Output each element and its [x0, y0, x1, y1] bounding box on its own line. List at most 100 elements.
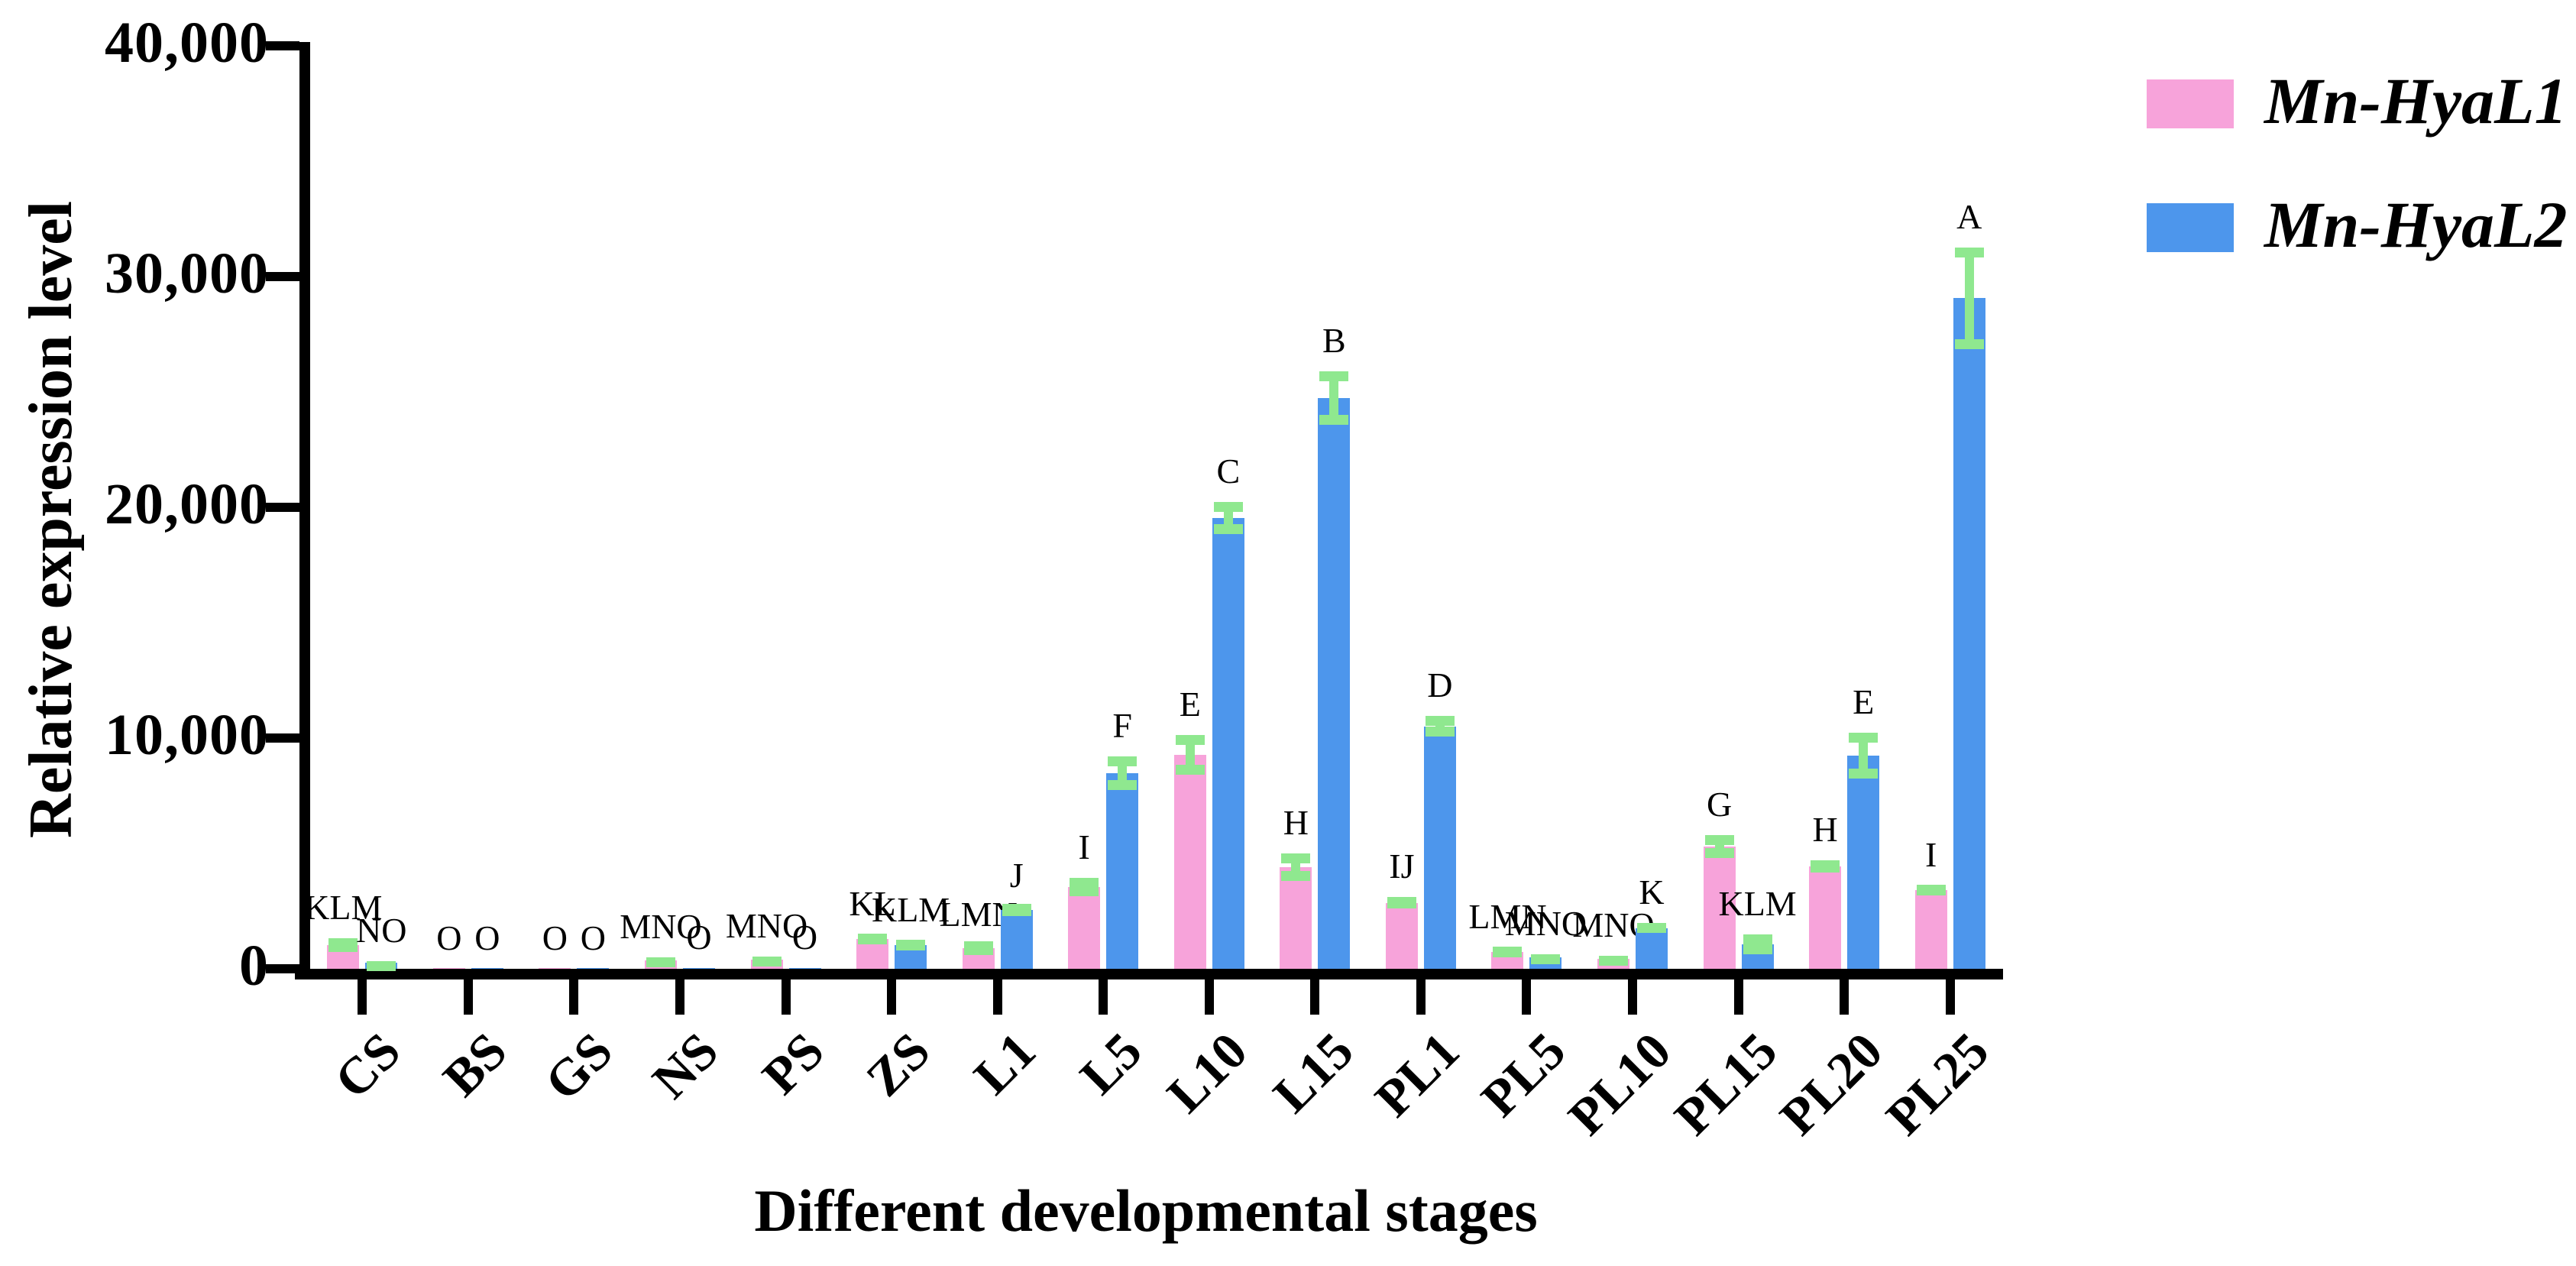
y-tick-label: 40,000	[105, 11, 269, 76]
error-bar-cap-bottom	[1108, 779, 1138, 790]
sig-letter-PL25-Mn-HyaL1: I	[1925, 834, 1937, 874]
error-bar-cap-top	[1849, 732, 1879, 743]
bar-Mn-HyaL1-PL1	[1385, 902, 1418, 969]
error-bar-cap-bottom	[1493, 946, 1523, 957]
bar-Mn-HyaL1-BS	[432, 968, 465, 969]
x-tick-label-text: L10	[1156, 1021, 1259, 1124]
bar-Mn-HyaL2-L5	[1106, 772, 1139, 969]
error-bar-cap-bottom	[1002, 904, 1031, 915]
x-tick-mark	[1416, 979, 1426, 1015]
error-bar-cap-top	[1599, 956, 1629, 966]
error-bar-cap-bottom	[1425, 727, 1455, 737]
x-tick-mark	[1628, 979, 1638, 1015]
error-bar-cap-bottom	[1213, 524, 1243, 535]
bar-Mn-HyaL1-L10	[1173, 755, 1206, 969]
sig-letter-L5-Mn-HyaL2: F	[1112, 705, 1133, 745]
x-tick-label-text: ZS	[854, 1021, 941, 1108]
sig-letter-PL15-Mn-HyaL2: KLM	[1718, 884, 1797, 923]
x-axis-title: Different developmental stages	[754, 1177, 1538, 1244]
x-tick-label-text: L1	[963, 1021, 1047, 1106]
error-bar-cap-top	[1319, 371, 1349, 382]
x-tick-label-text: PL5	[1469, 1021, 1576, 1128]
error-bar-cap-bottom	[1954, 338, 1984, 349]
error-bar-cap-top	[646, 957, 675, 967]
x-tick-mark	[1310, 979, 1320, 1015]
x-tick-mark	[1733, 979, 1743, 1015]
legend-swatch-Mn-HyaL1	[2147, 79, 2234, 128]
error-bar-line	[1859, 732, 1869, 779]
x-tick-label-text: GS	[532, 1021, 623, 1112]
x-tick-label-text: PL15	[1662, 1021, 1788, 1146]
error-bar-cap-bottom	[1916, 885, 1946, 895]
x-tick-label-text: PL20	[1769, 1021, 1894, 1146]
sig-letter-PS-Mn-HyaL2: O	[791, 918, 818, 957]
sig-letter-PL1-Mn-HyaL1: IJ	[1389, 847, 1415, 886]
error-bar-cap-top	[1108, 756, 1138, 766]
error-bar-cap-bottom	[858, 934, 888, 944]
x-axis-line	[295, 969, 2003, 979]
sig-letter-L10-Mn-HyaL1: E	[1179, 685, 1201, 724]
error-bar-cap-bottom	[963, 941, 993, 951]
x-tick-mark	[1840, 979, 1849, 1015]
sig-letter-L15-Mn-HyaL2: B	[1322, 321, 1346, 361]
legend-label-Mn-HyaL2: Mn-HyaL2	[2264, 188, 2568, 261]
error-bar-cap-bottom	[1637, 923, 1667, 934]
bar-Mn-HyaL1-L5	[1068, 886, 1101, 969]
bar-Mn-HyaL1-L15	[1280, 867, 1312, 969]
error-bar-cap-top	[1281, 853, 1311, 863]
sig-letter-L1-Mn-HyaL2: J	[1009, 855, 1024, 895]
x-tick-label-text: L15	[1261, 1021, 1364, 1124]
y-tick-mark	[266, 733, 299, 743]
error-bar-cap-bottom	[1070, 886, 1099, 896]
bar-Mn-HyaL2-PL25	[1953, 298, 1985, 969]
bar-Mn-HyaL2-L10	[1212, 517, 1244, 969]
bar-Mn-HyaL2-L15	[1318, 397, 1351, 969]
x-tick-label-text: PL1	[1364, 1021, 1471, 1128]
error-bar-cap-bottom	[1281, 871, 1311, 882]
sig-letter-PL5-Mn-HyaL1: LMN	[1468, 896, 1547, 936]
error-bar-cap-top	[1425, 716, 1455, 727]
x-tick-mark	[1522, 979, 1532, 1015]
error-bar-cap-top	[1531, 954, 1561, 965]
x-tick-label-text: CS	[323, 1021, 412, 1109]
y-tick-label: 10,000	[105, 703, 269, 768]
error-bar-cap-top	[1175, 735, 1205, 746]
sig-letter-GS-Mn-HyaL2: O	[580, 918, 607, 957]
error-bar-cap-top	[1743, 934, 1772, 944]
x-tick-label-text: BS	[431, 1021, 518, 1108]
error-bar-cap-top	[367, 960, 396, 971]
x-tick-label-text: L5	[1068, 1021, 1153, 1106]
y-tick-mark	[266, 272, 299, 281]
error-bar-cap-bottom	[1849, 769, 1879, 779]
sig-letter-GS-Mn-HyaL1: O	[542, 918, 568, 957]
x-tick-mark	[569, 979, 579, 1015]
error-bar-cap-bottom	[1704, 847, 1734, 858]
x-tick-label-text: PS	[751, 1021, 835, 1106]
sig-letter-ZS-Mn-HyaL2: KLM	[871, 889, 950, 929]
sig-letter-L15-Mn-HyaL1: H	[1283, 803, 1309, 842]
error-bar-cap-top	[752, 956, 782, 966]
x-tick-mark	[1099, 979, 1108, 1015]
x-tick-label-text: PL25	[1874, 1021, 2000, 1146]
y-tick-mark	[266, 503, 299, 512]
error-bar-cap-top	[1070, 877, 1099, 888]
error-bar-line	[1329, 371, 1339, 425]
y-tick-mark	[266, 41, 299, 50]
x-tick-mark	[463, 979, 473, 1015]
sig-letter-NS-Mn-HyaL1: MNO	[620, 906, 702, 946]
bar-Mn-HyaL2-PS	[788, 968, 821, 969]
sig-letter-PL5-Mn-HyaL2: MNO	[1504, 904, 1587, 944]
y-tick-label: 30,000	[105, 241, 269, 306]
sig-letter-BS-Mn-HyaL2: O	[474, 918, 500, 957]
error-bar-cap-top	[1213, 501, 1243, 512]
sig-letter-PL20-Mn-HyaL1: H	[1812, 810, 1838, 850]
x-tick-label-text: PL10	[1557, 1021, 1682, 1146]
bar-Mn-HyaL2-BS	[471, 968, 503, 969]
x-tick-mark	[781, 979, 791, 1015]
x-tick-mark	[358, 979, 367, 1015]
bar-Mn-HyaL1-PL20	[1809, 866, 1842, 969]
error-bar-cap-top	[1954, 247, 1984, 257]
error-bar-cap-bottom	[1387, 899, 1416, 909]
y-tick-label: 20,000	[105, 472, 269, 537]
sig-letter-PS-Mn-HyaL1: MNO	[725, 905, 808, 945]
